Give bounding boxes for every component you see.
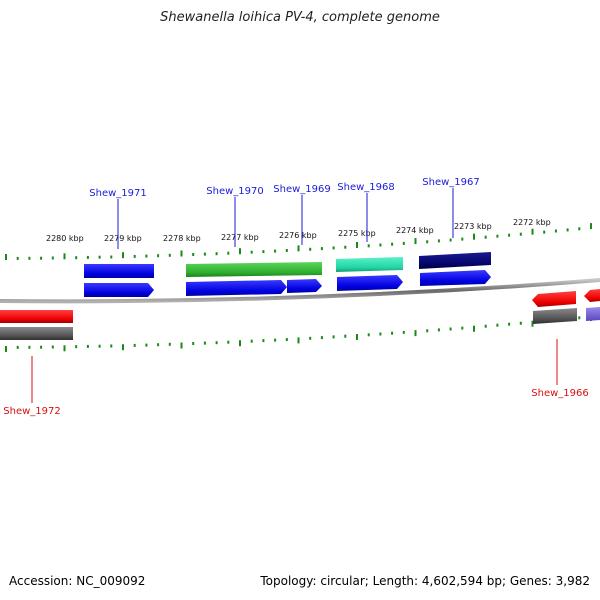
feature-next-reverse[interactable] <box>586 307 600 321</box>
gene-label-shew-1966[interactable]: Shew_1966 <box>531 388 588 399</box>
outer-tick-row <box>5 223 592 260</box>
accession-text: Accession: NC_009092 <box>9 574 146 588</box>
scale-label-2273: 2273 kbp <box>454 222 492 231</box>
scale-label-2275: 2275 kbp <box>338 229 376 238</box>
feature-shew-1966[interactable] <box>533 308 577 324</box>
scale-label-2274: 2274 kbp <box>396 226 434 235</box>
gene-label-shew-1968[interactable]: Shew_1968 <box>337 182 394 193</box>
feature-shew-1968[interactable] <box>336 257 403 272</box>
scale-label-2279: 2279 kbp <box>104 234 142 243</box>
scale-label-2276: 2276 kbp <box>279 231 317 240</box>
genome-stats-text: Topology: circular; Length: 4,602,594 bp… <box>260 574 590 588</box>
cds-shew-1971[interactable] <box>84 283 154 297</box>
feature-shew-1970[interactable] <box>186 262 322 277</box>
cds-shew-1970[interactable] <box>186 280 287 296</box>
feature-shew-1967[interactable] <box>419 252 491 269</box>
cds-shew-1972[interactable] <box>0 310 73 323</box>
feature-shew-1972[interactable] <box>0 327 73 340</box>
gene-label-shew-1971[interactable]: Shew_1971 <box>89 188 146 199</box>
cds-row-reverse <box>0 289 600 340</box>
cds-shew-1968[interactable] <box>337 275 403 291</box>
forward-leader-lines <box>117 188 454 249</box>
cds-next-reverse[interactable] <box>584 289 600 302</box>
cds-shew-1966[interactable] <box>532 291 576 307</box>
gene-label-shew-1967[interactable]: Shew_1967 <box>422 177 479 188</box>
cds-shew-1967[interactable] <box>420 270 491 286</box>
feature-row-top <box>84 252 491 278</box>
scale-label-2280: 2280 kbp <box>46 234 84 243</box>
genome-backbone <box>0 278 600 304</box>
gene-label-shew-1972[interactable]: Shew_1972 <box>3 406 60 417</box>
scale-label-2277: 2277 kbp <box>221 233 259 242</box>
gene-label-shew-1969[interactable]: Shew_1969 <box>273 184 330 195</box>
scale-label-2272: 2272 kbp <box>513 218 551 227</box>
cds-row-forward <box>84 270 491 297</box>
cds-shew-1969[interactable] <box>287 279 322 293</box>
reverse-leader-lines <box>31 339 558 403</box>
gene-labels: Shew_1971 Shew_1970 Shew_1969 Shew_1968 … <box>3 177 588 417</box>
feature-shew-1971[interactable] <box>84 264 154 278</box>
scale-labels: 2280 kbp 2279 kbp 2278 kbp 2277 kbp 2276… <box>46 218 551 243</box>
gene-label-shew-1970[interactable]: Shew_1970 <box>206 186 263 197</box>
map-title: Shewanella loihica PV-4, complete genome <box>160 10 440 25</box>
inner-tick-row <box>5 315 592 352</box>
scale-label-2278: 2278 kbp <box>163 234 201 243</box>
